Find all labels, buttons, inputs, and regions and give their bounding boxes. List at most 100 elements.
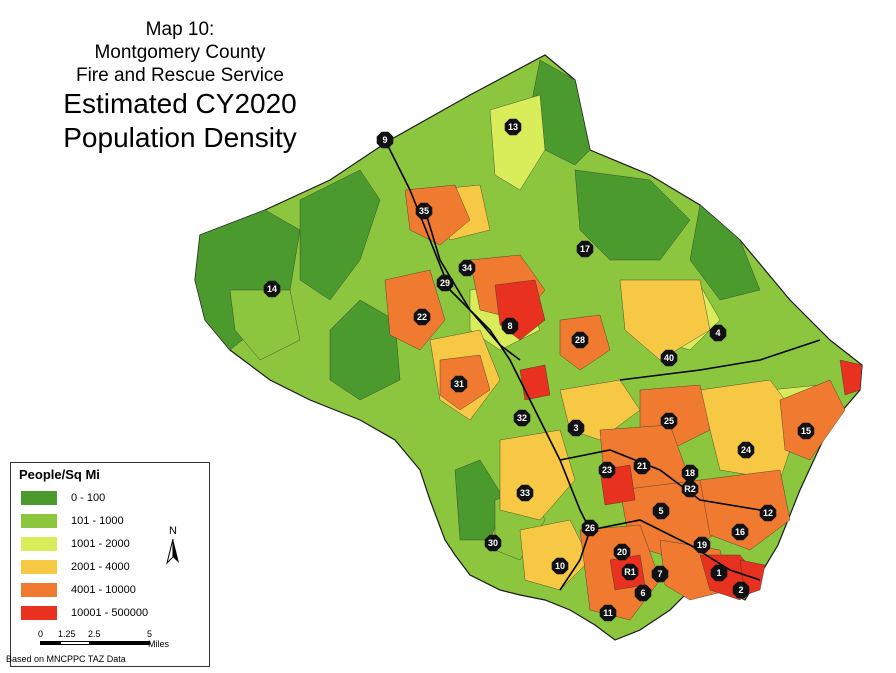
scale-segment xyxy=(90,641,150,645)
station-marker-17: 17 xyxy=(576,240,594,258)
scale-segment xyxy=(40,641,60,645)
legend-swatch xyxy=(21,583,57,597)
map-number: Map 10: xyxy=(145,19,215,40)
station-octagon-icon xyxy=(581,519,599,537)
legend-label: 4001 - 10000 xyxy=(71,584,136,596)
station-octagon-icon xyxy=(660,412,678,430)
station-label: 40 xyxy=(664,353,674,363)
station-octagon-icon xyxy=(415,202,433,220)
station-label: 20 xyxy=(617,547,627,557)
station-label: 5 xyxy=(658,506,663,516)
station-marker-9: 9 xyxy=(376,131,394,149)
station-octagon-icon xyxy=(263,280,281,298)
station-marker-22: 22 xyxy=(413,308,431,326)
station-marker-16: 16 xyxy=(731,523,749,541)
station-octagon-icon xyxy=(504,118,522,136)
station-marker-11: 11 xyxy=(599,604,617,622)
scale-tick: 5 xyxy=(147,629,153,639)
station-octagon-icon xyxy=(681,480,699,498)
county-name: Montgomery County xyxy=(94,42,266,63)
station-marker-2: 2 xyxy=(732,581,750,599)
station-marker-40: 40 xyxy=(660,349,678,367)
station-label: 7 xyxy=(657,569,662,579)
north-arrow-icon xyxy=(166,538,179,565)
station-label: 33 xyxy=(520,488,530,498)
agency-name: Fire and Rescue Service xyxy=(75,65,285,86)
station-octagon-icon xyxy=(567,419,585,437)
station-octagon-icon xyxy=(731,523,749,541)
station-octagon-icon xyxy=(551,557,569,575)
station-octagon-icon xyxy=(759,504,777,522)
station-marker-30: 30 xyxy=(484,534,502,552)
station-marker-5: 5 xyxy=(652,502,670,520)
scale-segment xyxy=(60,641,90,645)
station-marker-7: 7 xyxy=(651,565,669,583)
station-label: 6 xyxy=(640,588,645,598)
station-label: 22 xyxy=(417,312,427,322)
station-octagon-icon xyxy=(413,308,431,326)
north-arrow: N xyxy=(163,525,183,568)
station-octagon-icon xyxy=(709,324,727,342)
station-label: 16 xyxy=(735,527,745,537)
scale-unit: Miles xyxy=(148,639,170,649)
station-marker-6: 6 xyxy=(634,584,652,602)
station-marker-14: 14 xyxy=(263,280,281,298)
station-label: 18 xyxy=(685,468,695,478)
station-label: R2 xyxy=(684,484,696,494)
station-octagon-icon xyxy=(599,604,617,622)
scale-tick: 0 xyxy=(38,629,44,639)
legend-title: People/Sq Mi xyxy=(19,467,100,482)
station-label: 21 xyxy=(637,461,647,471)
station-marker-33: 33 xyxy=(516,484,534,502)
station-marker-31: 31 xyxy=(450,375,468,393)
station-octagon-icon xyxy=(513,409,531,427)
station-marker-10: 10 xyxy=(551,557,569,575)
legend-label: 101 - 1000 xyxy=(71,515,124,527)
station-marker-18: 18 xyxy=(681,464,699,482)
map-title-block: Map 10: Montgomery County Fire and Rescu… xyxy=(20,18,340,155)
station-label: 3 xyxy=(573,423,578,433)
station-octagon-icon xyxy=(652,502,670,520)
station-octagon-icon xyxy=(613,543,631,561)
legend-swatch xyxy=(21,560,57,574)
station-label: 1 xyxy=(716,568,721,578)
station-octagon-icon xyxy=(484,534,502,552)
station-octagon-icon xyxy=(436,274,454,292)
station-label: 30 xyxy=(488,538,498,548)
station-marker-34: 34 xyxy=(458,259,476,277)
source-note: Based on MNCPPC TAZ Data xyxy=(6,654,126,664)
legend-swatch xyxy=(21,606,57,620)
station-marker-R1: R1 xyxy=(621,563,639,581)
station-octagon-icon xyxy=(501,317,519,335)
station-marker-28: 28 xyxy=(571,331,589,349)
station-marker-26: 26 xyxy=(581,519,599,537)
station-octagon-icon xyxy=(732,581,750,599)
legend-label: 1001 - 2000 xyxy=(71,538,130,550)
station-label: 19 xyxy=(697,540,707,550)
station-label: 28 xyxy=(575,335,585,345)
station-label: 2 xyxy=(738,585,743,595)
station-label: 15 xyxy=(801,426,811,436)
legend-swatch xyxy=(21,514,57,528)
station-octagon-icon xyxy=(737,441,755,459)
station-marker-29: 29 xyxy=(436,274,454,292)
station-octagon-icon xyxy=(598,461,616,479)
station-label: 10 xyxy=(555,561,565,571)
station-marker-4: 4 xyxy=(709,324,727,342)
station-octagon-icon xyxy=(693,536,711,554)
station-octagon-icon xyxy=(633,457,651,475)
station-marker-12: 12 xyxy=(759,504,777,522)
station-label: 29 xyxy=(440,278,450,288)
station-octagon-icon xyxy=(651,565,669,583)
station-label: 31 xyxy=(454,379,464,389)
station-marker-8: 8 xyxy=(501,317,519,335)
legend-swatch xyxy=(21,491,57,505)
station-marker-1: 1 xyxy=(710,564,728,582)
station-label: 32 xyxy=(517,413,527,423)
station-marker-32: 32 xyxy=(513,409,531,427)
station-label: 9 xyxy=(382,135,387,145)
station-octagon-icon xyxy=(710,564,728,582)
station-marker-25: 25 xyxy=(660,412,678,430)
